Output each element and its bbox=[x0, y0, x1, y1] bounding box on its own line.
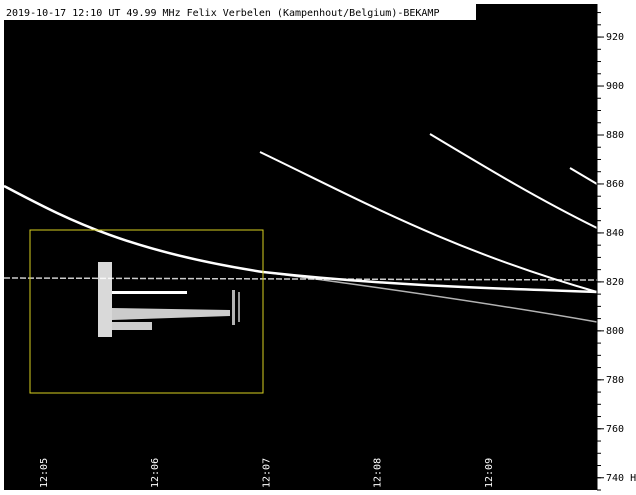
y-tick-label: 820 bbox=[606, 277, 624, 288]
x-tick-label: 12:07 bbox=[261, 458, 272, 488]
x-tick-label: 12:05 bbox=[39, 458, 50, 488]
y-tick-label: 740 Hz bbox=[606, 473, 636, 484]
plot-area bbox=[4, 4, 597, 490]
x-tick-label: 12:09 bbox=[484, 458, 495, 488]
y-tick-label: 880 bbox=[606, 130, 624, 141]
y-tick-label: 920 bbox=[606, 32, 624, 43]
y-tick-label: 840 bbox=[606, 228, 624, 239]
y-tick-label: 760 bbox=[606, 424, 624, 435]
x-tick-label: 12:08 bbox=[373, 458, 384, 488]
highlight-box bbox=[29, 229, 264, 394]
y-tick-label: 780 bbox=[606, 375, 624, 386]
y-tick-label: 860 bbox=[606, 179, 624, 190]
y-tick-label: 800 bbox=[606, 326, 624, 337]
x-tick-label: 12:06 bbox=[150, 458, 161, 488]
y-tick-label: 900 bbox=[606, 81, 624, 92]
meteor-echo bbox=[98, 262, 240, 337]
chart-title: 2019-10-17 12:10 UT 49.99 MHz Felix Verb… bbox=[6, 8, 439, 19]
title-box bbox=[4, 4, 476, 20]
